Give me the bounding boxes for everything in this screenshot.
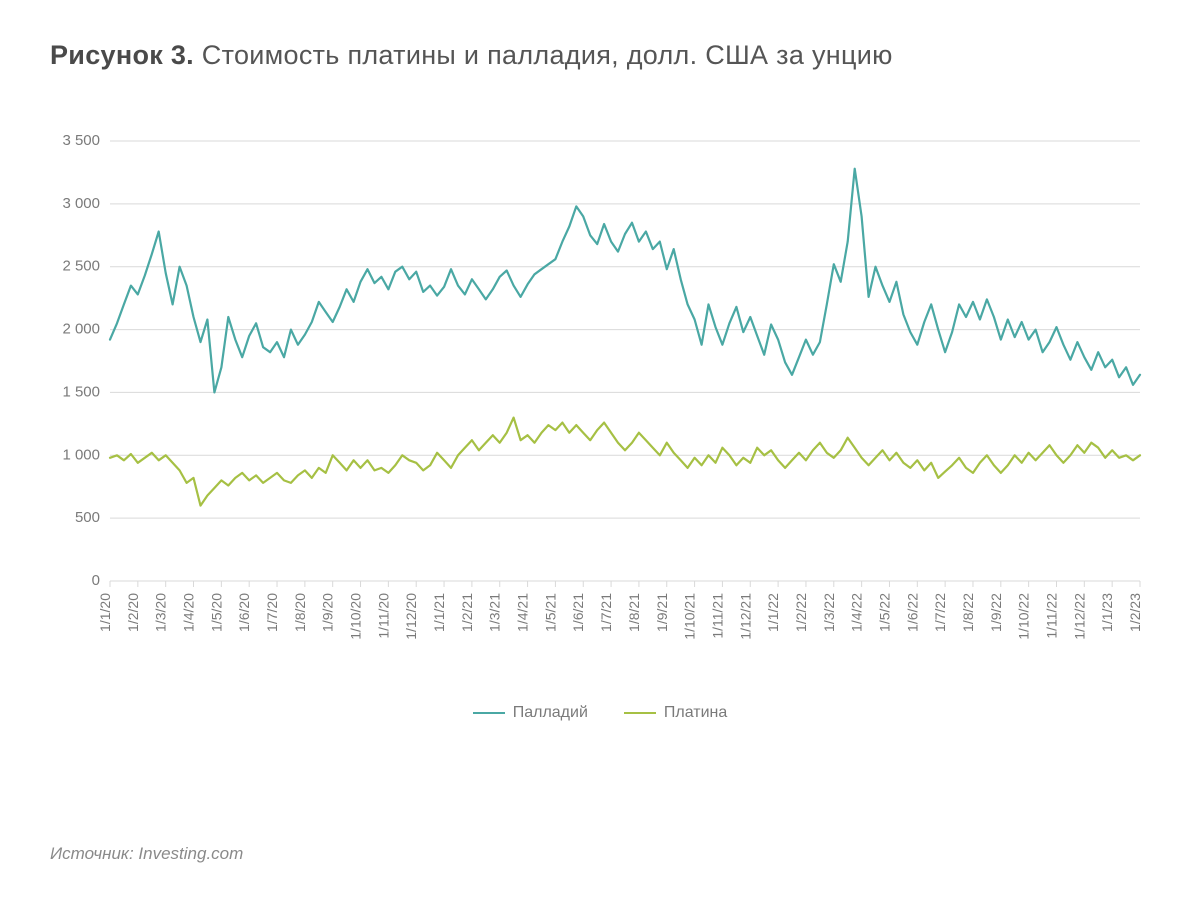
x-tick-label: 1/11/21 xyxy=(709,593,725,639)
x-tick-label: 1/2/21 xyxy=(459,593,475,632)
x-tick-label: 1/9/21 xyxy=(654,593,670,632)
x-tick-label: 1/5/20 xyxy=(208,593,224,632)
source-label: Источник: Investing.com xyxy=(50,844,243,864)
x-tick-label: 1/11/20 xyxy=(375,593,391,639)
series-Платина xyxy=(110,418,1140,506)
x-tick-label: 1/12/21 xyxy=(737,593,753,640)
x-tick-label: 1/2/22 xyxy=(793,593,809,632)
legend-swatch xyxy=(624,712,656,714)
y-tick-label: 0 xyxy=(92,572,100,589)
x-tick-label: 1/12/22 xyxy=(1071,593,1087,640)
x-tick-label: 1/12/20 xyxy=(403,593,419,640)
series-Палладий xyxy=(110,169,1140,393)
x-tick-label: 1/10/20 xyxy=(348,593,364,640)
y-tick-label: 3 500 xyxy=(62,132,100,149)
chart-legend: Палладий Платина xyxy=(50,701,1150,722)
x-tick-label: 1/4/20 xyxy=(181,593,197,632)
x-tick-label: 1/1/23 xyxy=(1099,593,1115,632)
x-tick-label: 1/7/22 xyxy=(932,593,948,632)
x-tick-label: 1/9/20 xyxy=(320,593,336,632)
y-tick-label: 1 000 xyxy=(62,446,100,463)
legend-label: Платина xyxy=(664,704,727,722)
figure-title-text: Стоимость платины и палладия, долл. США … xyxy=(194,40,893,70)
y-tick-label: 2 500 xyxy=(62,258,100,275)
line-chart-svg: 0 500 1 000 1 500 2 000 2 500 3 000 3 500 1/1/20… xyxy=(50,131,1150,691)
x-tick-label: 1/7/21 xyxy=(598,593,614,632)
legend-item: Платина xyxy=(624,704,727,722)
x-tick-label: 1/5/21 xyxy=(542,593,558,632)
x-tick-label: 1/2/23 xyxy=(1127,593,1143,632)
x-tick-label: 1/1/21 xyxy=(431,593,447,632)
legend-swatch xyxy=(473,712,505,714)
y-tick-label: 500 xyxy=(75,509,100,526)
x-tick-label: 1/6/21 xyxy=(570,593,586,632)
figure-container: Рисунок 3. Стоимость платины и палладия,… xyxy=(0,0,1200,904)
legend-item: Палладий xyxy=(473,704,588,722)
x-tick-label: 1/11/22 xyxy=(1043,593,1059,639)
legend-label: Палладий xyxy=(513,704,588,722)
x-tick-label: 1/1/22 xyxy=(765,593,781,632)
x-tick-label: 1/3/21 xyxy=(487,593,503,632)
x-tick-label: 1/9/22 xyxy=(988,593,1004,632)
x-tick-label: 1/1/20 xyxy=(97,593,113,632)
x-tick-label: 1/5/22 xyxy=(876,593,892,632)
x-tick-label: 1/7/20 xyxy=(264,593,280,632)
x-tick-label: 1/10/22 xyxy=(1016,593,1032,640)
x-tick-label: 1/4/21 xyxy=(515,593,531,632)
x-tick-label: 1/6/20 xyxy=(236,593,252,632)
x-tick-label: 1/10/21 xyxy=(682,593,698,640)
y-tick-label: 1 500 xyxy=(62,383,100,400)
x-tick-label: 1/6/22 xyxy=(904,593,920,632)
x-tick-label: 1/2/20 xyxy=(125,593,141,632)
x-tick-label: 1/8/21 xyxy=(626,593,642,632)
x-tick-label: 1/3/20 xyxy=(153,593,169,632)
chart-area: 0 500 1 000 1 500 2 000 2 500 3 000 3 500 1/1/20… xyxy=(50,131,1150,721)
y-tick-label: 3 000 xyxy=(62,195,100,212)
figure-number: Рисунок 3. xyxy=(50,40,194,70)
figure-title: Рисунок 3. Стоимость платины и палладия,… xyxy=(50,40,1150,71)
x-tick-label: 1/4/22 xyxy=(849,593,865,632)
x-tick-label: 1/3/22 xyxy=(821,593,837,632)
x-tick-label: 1/8/22 xyxy=(960,593,976,632)
x-tick-label: 1/8/20 xyxy=(292,593,308,632)
y-tick-label: 2 000 xyxy=(62,321,100,338)
